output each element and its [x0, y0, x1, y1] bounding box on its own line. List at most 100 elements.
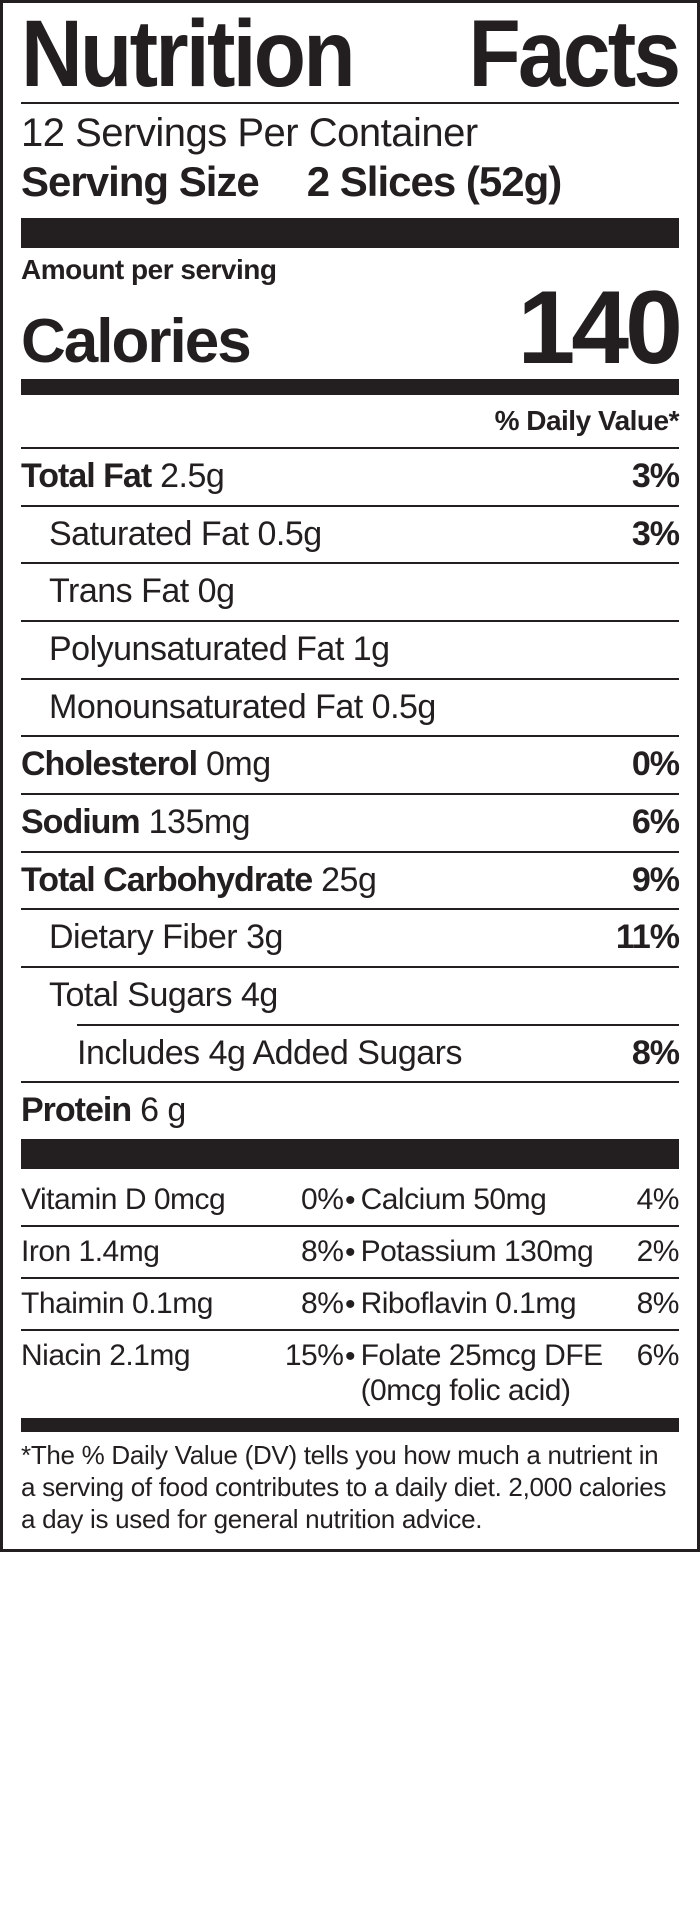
bullet-icon: • [343, 1287, 356, 1320]
nutrient-dv: 3% [632, 517, 679, 553]
title-word-1: Nutrition [21, 11, 353, 98]
serving-size-row: Serving Size 2 Slices (52g) [21, 160, 679, 218]
vit-row-3: Thaimin 0.1mg 8% • Riboflavin 0.1mg 8% [21, 1279, 679, 1331]
vit-pct: 6% [629, 1339, 679, 1373]
nutrient-label: Cholesterol [21, 745, 197, 783]
nutrient-label: Monounsaturated Fat [49, 688, 363, 726]
vit-cell-right: Potassium 130mg 2% [357, 1235, 679, 1269]
row-protein: Protein 6 g [21, 1081, 679, 1139]
nutrient-dv: 8% [632, 1036, 679, 1072]
nutrient-amount: 25g [321, 861, 376, 899]
nutrient-amount: 0.5g [257, 515, 321, 553]
nutrient-dv: 0% [632, 747, 679, 783]
bullet-icon: • [343, 1235, 356, 1268]
footnote: *The % Daily Value (DV) tells you how mu… [21, 1432, 679, 1535]
nutrient-name: Protein 6 g [21, 1093, 186, 1129]
nutrient-amount: 2.5g [160, 457, 224, 495]
nutrient-name: Total Carbohydrate 25g [21, 863, 376, 899]
nutrient-name: Cholesterol 0mg [21, 747, 271, 783]
vit-pct: 4% [629, 1183, 679, 1217]
row-added-sugars: Includes 4g Added Sugars 8% [77, 1024, 679, 1082]
nutrient-name: Trans Fat 0g [49, 574, 235, 610]
vit-name: Thaimin 0.1mg [21, 1287, 213, 1321]
row-mono-fat: Monounsaturated Fat 0.5g [21, 678, 679, 736]
nutrient-label: Sodium [21, 803, 140, 841]
vit-row-4: Niacin 2.1mg 15% • Folate 25mcg DFE (0mc… [21, 1331, 679, 1416]
vit-name: Potassium 130mg [357, 1235, 594, 1269]
vit-pct: 8% [629, 1287, 679, 1321]
row-trans-fat: Trans Fat 0g [21, 562, 679, 620]
vit-cell-right: Folate 25mcg DFE (0mcg folic acid) 6% [357, 1339, 679, 1408]
calories-value: 140 [517, 284, 679, 372]
nutrient-name: Polyunsaturated Fat 1g [49, 632, 390, 668]
nutrient-amount: 3g [246, 918, 283, 956]
nutrient-name: Saturated Fat 0.5g [49, 517, 322, 553]
vit-name: Vitamin D 0mcg [21, 1183, 225, 1217]
nutrient-amount: 0mg [206, 745, 271, 783]
row-poly-fat: Polyunsaturated Fat 1g [21, 620, 679, 678]
row-total-carb: Total Carbohydrate 25g 9% [21, 851, 679, 909]
nutrient-name: Total Sugars 4g [49, 978, 278, 1014]
nutrient-name: Total Fat 2.5g [21, 459, 224, 495]
vit-name: Folate 25mcg DFE (0mcg folic acid) [357, 1339, 603, 1408]
bullet-icon: • [343, 1183, 356, 1216]
nutrient-label: Protein [21, 1091, 131, 1129]
row-sodium: Sodium 135mg 6% [21, 793, 679, 851]
nutrient-name: Monounsaturated Fat 0.5g [49, 690, 436, 726]
nutrient-dv: 9% [632, 863, 679, 899]
vit-cell-left: Iron 1.4mg 8% [21, 1235, 343, 1269]
vit-pct: 2% [629, 1235, 679, 1269]
nutrient-label: Dietary Fiber [49, 918, 237, 956]
vit-name: Riboflavin 0.1mg [357, 1287, 576, 1321]
nutrient-amount: 6 g [140, 1091, 186, 1129]
nutrient-label: Includes 4g Added Sugars [77, 1034, 462, 1072]
nutrient-name: Sodium 135mg [21, 805, 250, 841]
bullet-icon: • [343, 1339, 356, 1372]
vit-name: Calcium 50mg [357, 1183, 547, 1217]
title: Nutrition Facts [21, 11, 678, 102]
medium-bar [21, 1418, 679, 1432]
vit-name: Niacin 2.1mg [21, 1339, 190, 1373]
nutrient-dv: 6% [632, 805, 679, 841]
vit-row-1: Vitamin D 0mcg 0% • Calcium 50mg 4% [21, 1175, 679, 1227]
row-fiber: Dietary Fiber 3g 11% [21, 908, 679, 966]
thick-bar [21, 218, 679, 248]
spacer [259, 160, 307, 204]
row-total-sugars: Total Sugars 4g [21, 966, 679, 1024]
vit-pct: 0% [293, 1183, 343, 1217]
nutrition-facts-label: Nutrition Facts 12 Servings Per Containe… [0, 0, 700, 1552]
calories-label: Calories [21, 311, 250, 373]
vit-pct: 8% [293, 1287, 343, 1321]
vit-pct: 15% [277, 1339, 344, 1373]
calories-row: Calories 140 [21, 284, 679, 378]
vit-cell-right: Calcium 50mg 4% [357, 1183, 679, 1217]
nutrient-dv: 3% [632, 459, 679, 495]
row-sat-fat: Saturated Fat 0.5g 3% [21, 505, 679, 563]
nutrient-amount: 1g [353, 630, 390, 668]
serving-size-label: Serving Size [21, 160, 259, 204]
vit-cell-left: Vitamin D 0mcg 0% [21, 1183, 343, 1217]
row-total-fat: Total Fat 2.5g 3% [21, 447, 679, 505]
nutrient-label: Total Carbohydrate [21, 861, 312, 899]
vit-cell-right: Riboflavin 0.1mg 8% [357, 1287, 679, 1321]
vit-row-2: Iron 1.4mg 8% • Potassium 130mg 2% [21, 1227, 679, 1279]
nutrient-label: Polyunsaturated Fat [49, 630, 344, 668]
nutrient-label: Trans Fat [49, 572, 189, 610]
vit-pct: 8% [293, 1235, 343, 1269]
nutrient-label: Total Sugars [49, 976, 232, 1014]
vit-cell-left: Thaimin 0.1mg 8% [21, 1287, 343, 1321]
vit-name: Iron 1.4mg [21, 1235, 159, 1269]
vitamins-block: Vitamin D 0mcg 0% • Calcium 50mg 4% Iron… [21, 1169, 679, 1416]
nutrient-name: Includes 4g Added Sugars [77, 1036, 462, 1072]
nutrient-amount: 4g [241, 976, 278, 1014]
title-word-2: Facts [468, 11, 678, 98]
dv-header: % Daily Value* [21, 395, 679, 447]
vit-cell-left: Niacin 2.1mg 15% [21, 1339, 343, 1373]
row-cholesterol: Cholesterol 0mg 0% [21, 735, 679, 793]
nutrient-amount: 0.5g [372, 688, 436, 726]
nutrient-dv: 11% [616, 920, 679, 956]
thick-bar [21, 1139, 679, 1169]
serving-size-value: 2 Slices (52g) [307, 160, 561, 204]
nutrient-amount: 135mg [149, 803, 250, 841]
nutrient-name: Dietary Fiber 3g [49, 920, 283, 956]
